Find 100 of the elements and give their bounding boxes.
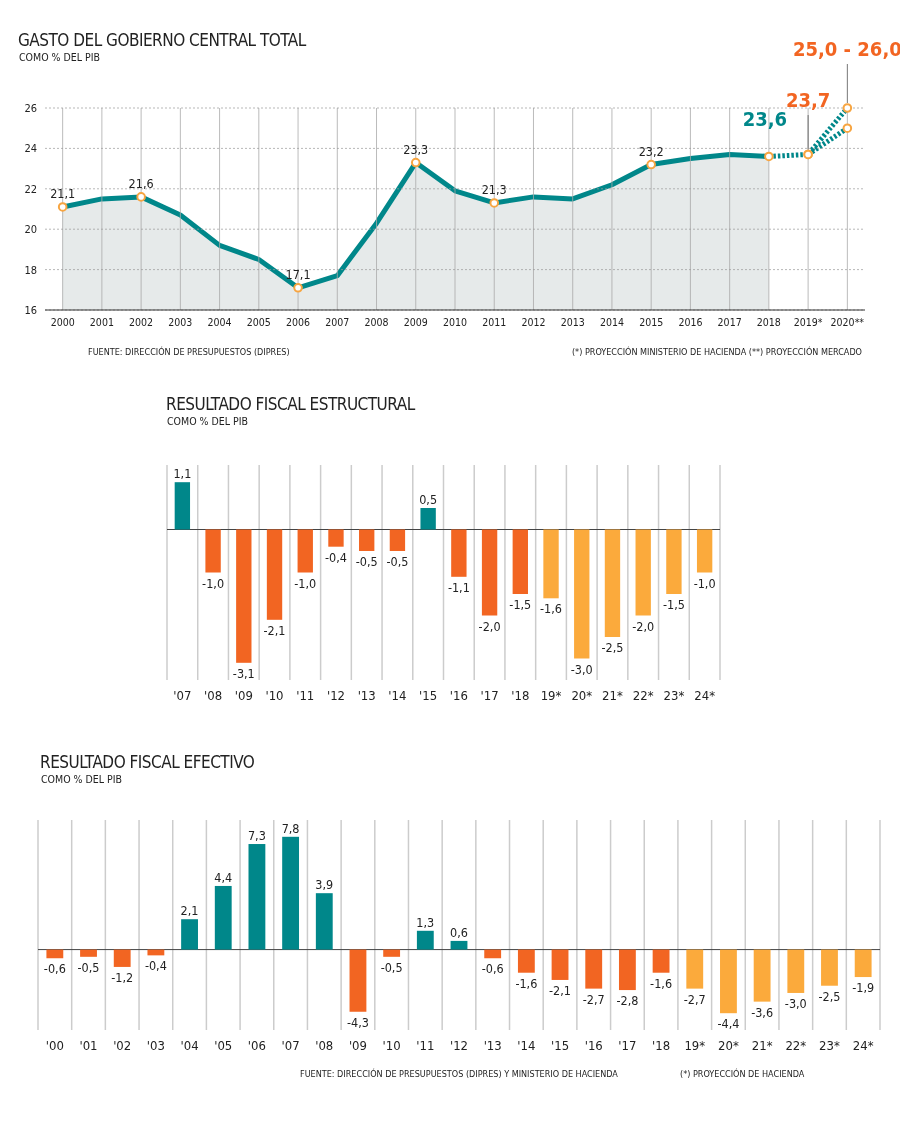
text: (*) PROYECCIÓN MINISTERIO DE HACIENDA (**) PROYECCIÓN MERCADO (571, 346, 862, 357)
x-tick-label: 2003 (168, 316, 193, 328)
x-tick-label: '14 (517, 1038, 536, 1053)
data-label: -3,0 (570, 661, 593, 677)
y-tick-label: 22 (24, 182, 37, 196)
data-label: -0,4 (325, 549, 347, 565)
chart-title: RESULTADO FISCAL EFECTIVO (40, 752, 255, 772)
x-tick-label: 2007 (325, 316, 350, 328)
x-tick-label: 22* (632, 688, 654, 703)
x-tick-label: '11 (416, 1038, 435, 1053)
data-label: -1,5 (509, 597, 532, 612)
data-label: 1,1 (173, 466, 192, 482)
x-tick-label: 2012 (521, 316, 546, 328)
data-label: 0,6 (450, 924, 468, 940)
data-label: -3,0 (784, 995, 807, 1011)
x-tick-label: 2014 (599, 316, 624, 328)
x-tick-label: '12 (449, 1038, 469, 1053)
data-label: -1,5 (662, 597, 685, 612)
data-label: -2,5 (601, 640, 624, 655)
x-tick-label: '15 (419, 688, 438, 703)
data-label: -1,6 (515, 975, 538, 991)
x-tick-label: 2018 (756, 316, 781, 328)
data-label: -1,0 (294, 575, 317, 591)
x-tick-label: 2015 (639, 316, 664, 328)
data-label: 23,2 (638, 143, 664, 159)
data-label: 21,6 (128, 175, 154, 191)
data-label: -1,6 (540, 601, 562, 617)
data-label: -1,1 (447, 579, 470, 595)
y-tick-label: 26 (24, 102, 37, 115)
data-label: 23,3 (403, 141, 429, 157)
x-tick-label: '09 (234, 688, 253, 703)
x-tick-label: '08 (204, 688, 223, 703)
data-label: -4,3 (346, 1014, 369, 1030)
data-label: -1,0 (202, 575, 225, 591)
x-tick-label: 2006 (286, 316, 311, 328)
x-tick-label: 2011 (482, 316, 507, 328)
data-label: -2,0 (632, 618, 655, 634)
x-tick-label: '13 (483, 1038, 502, 1053)
data-label: -2,5 (818, 988, 841, 1004)
x-tick-label: '17 (480, 688, 499, 703)
x-tick-label: '07 (173, 688, 192, 703)
x-tick-label: 2020** (830, 316, 865, 328)
chart-subtitle: COMO % DEL PIB (19, 51, 101, 63)
data-label: -2,1 (549, 982, 572, 998)
chart-title: GASTO DEL GOBIERNO CENTRAL TOTAL (18, 30, 307, 50)
x-tick-label: '16 (449, 688, 468, 703)
y-tick-label: 16 (24, 304, 37, 317)
data-label: -2,0 (478, 618, 501, 634)
data-label: -0,4 (144, 958, 167, 974)
annotation: 25,0 - 26,0 (792, 37, 900, 61)
x-tick-label: 2019* (793, 316, 823, 328)
chart-title: RESULTADO FISCAL ESTRUCTURAL (166, 394, 416, 414)
data-label: -3,6 (751, 1004, 774, 1020)
x-tick-label: 23* (663, 688, 685, 703)
x-tick-label: 2009 (403, 316, 428, 328)
x-tick-label: '18 (652, 1038, 671, 1053)
y-tick-label: 18 (24, 263, 37, 277)
data-label: -1,0 (693, 575, 716, 591)
x-tick-label: 2013 (560, 316, 585, 328)
x-tick-label: 20* (718, 1038, 739, 1053)
data-label: 3,9 (315, 877, 334, 893)
x-tick-label: '14 (388, 688, 407, 703)
x-tick-label: 24* (852, 1038, 874, 1053)
x-tick-label: '10 (382, 1038, 401, 1053)
data-label: 7,3 (247, 828, 266, 844)
x-tick-label: '00 (45, 1038, 64, 1053)
x-tick-label: 24* (694, 688, 716, 703)
x-tick-label: 21* (602, 688, 623, 703)
x-tick-label: 21* (751, 1038, 773, 1053)
x-tick-label: '17 (618, 1038, 637, 1053)
data-label: 21,1 (50, 185, 76, 201)
data-label: 0,5 (419, 492, 438, 507)
data-label: -2,7 (683, 991, 706, 1007)
data-label: 21,3 (481, 181, 507, 197)
text: (*) PROYECCIÓN DE HACIENDA (680, 1068, 805, 1079)
data-label: -2,7 (582, 991, 605, 1007)
data-label: -0,5 (380, 959, 403, 975)
x-tick-label: 2001 (89, 316, 114, 328)
data-label: 4,4 (214, 869, 233, 885)
data-label: 2,1 (180, 903, 199, 919)
x-tick-label: '01 (79, 1038, 98, 1053)
y-tick-label: 20 (24, 223, 37, 237)
x-tick-label: '07 (281, 1038, 300, 1053)
data-label: -0,6 (481, 961, 504, 977)
annotation: 23,7 (785, 88, 831, 113)
x-tick-label: '10 (265, 688, 284, 703)
data-label: -4,4 (717, 1016, 740, 1032)
data-label: -2,8 (616, 993, 639, 1009)
x-tick-label: 2008 (364, 316, 389, 328)
data-label: 17,1 (285, 266, 311, 282)
x-tick-label: 23* (819, 1038, 840, 1053)
x-tick-label: '15 (550, 1038, 570, 1053)
x-tick-label: '05 (214, 1038, 233, 1053)
data-label: 23,6 (742, 107, 788, 132)
data-label: -1,2 (111, 969, 134, 985)
x-tick-label: 2000 (50, 316, 75, 328)
data-label: -3,1 (232, 665, 255, 681)
x-tick-label: '08 (315, 1038, 334, 1053)
x-tick-label: 2010 (442, 316, 468, 328)
data-label: 1,3 (416, 914, 435, 930)
